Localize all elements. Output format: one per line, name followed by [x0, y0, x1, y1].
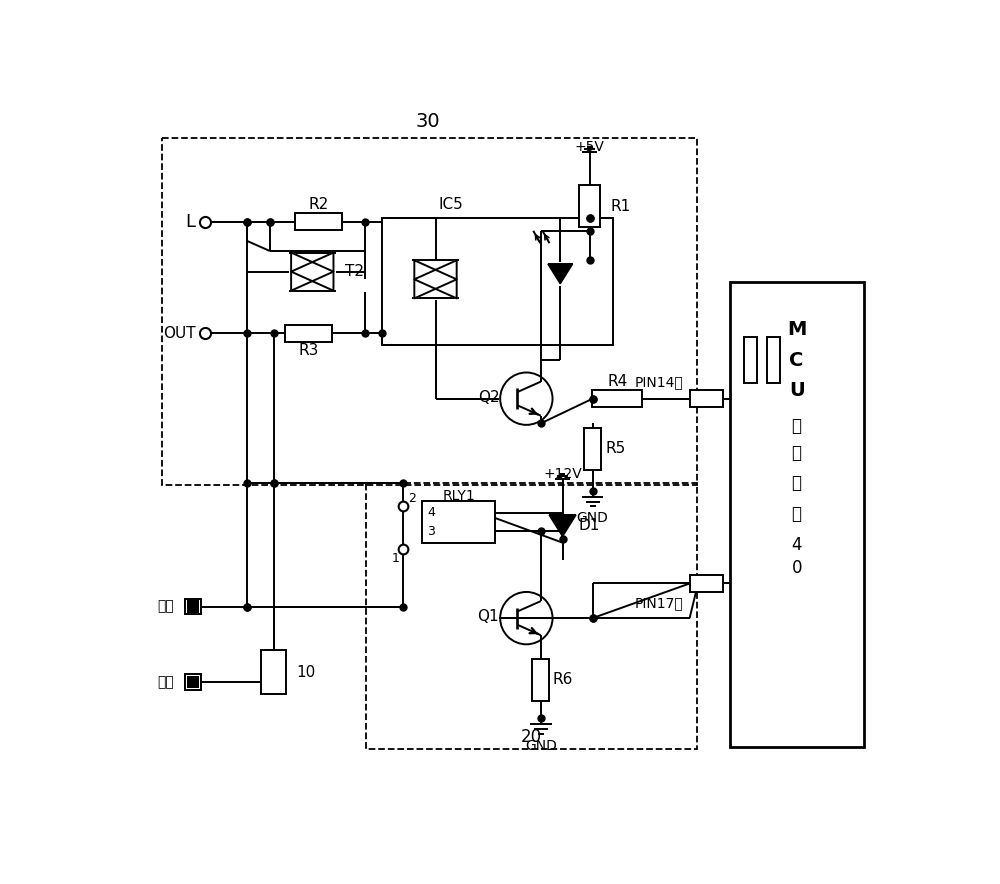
Bar — [690, 575, 723, 592]
Text: GND: GND — [525, 739, 557, 753]
Text: PIN17脚: PIN17脚 — [634, 596, 683, 610]
Bar — [767, 337, 780, 384]
Bar — [285, 324, 332, 342]
Text: Q2: Q2 — [479, 390, 500, 405]
Text: T2: T2 — [345, 264, 364, 279]
Bar — [366, 484, 697, 749]
Text: 芯: 芯 — [792, 475, 802, 492]
Text: 10: 10 — [297, 665, 316, 680]
Text: 20: 20 — [521, 728, 542, 746]
Text: R6: R6 — [552, 672, 573, 687]
Bar — [744, 337, 757, 384]
Text: U: U — [789, 382, 805, 400]
Text: Q1: Q1 — [477, 609, 499, 624]
Bar — [584, 428, 601, 470]
Text: 0: 0 — [791, 559, 802, 577]
Polygon shape — [414, 260, 457, 299]
Polygon shape — [291, 253, 333, 291]
Polygon shape — [548, 264, 573, 284]
Polygon shape — [549, 515, 576, 537]
Bar — [532, 659, 549, 701]
Text: 30: 30 — [415, 112, 440, 131]
Bar — [185, 674, 201, 690]
Text: 2: 2 — [408, 492, 416, 506]
Text: RLY1: RLY1 — [442, 490, 475, 504]
Polygon shape — [291, 253, 333, 291]
Text: 4: 4 — [427, 507, 435, 519]
Bar — [690, 390, 723, 408]
Text: 4: 4 — [791, 536, 802, 554]
Bar — [162, 139, 697, 485]
Text: R1: R1 — [610, 199, 630, 214]
Text: 零线: 零线 — [158, 675, 174, 689]
Text: C: C — [789, 351, 804, 370]
Bar — [187, 600, 199, 613]
Text: 制: 制 — [792, 444, 802, 461]
Polygon shape — [414, 260, 457, 299]
Bar — [730, 282, 864, 748]
Bar — [382, 217, 613, 345]
Text: 1: 1 — [392, 552, 399, 565]
Bar — [592, 390, 642, 408]
Text: R2: R2 — [308, 197, 329, 212]
Text: 片: 片 — [792, 505, 802, 523]
Text: L: L — [186, 212, 196, 231]
Bar — [422, 500, 495, 543]
Text: M: M — [787, 320, 806, 339]
Text: 3: 3 — [427, 524, 435, 537]
Text: IC5: IC5 — [439, 197, 463, 212]
Text: GND: GND — [577, 511, 609, 525]
Bar — [579, 185, 600, 227]
Text: R3: R3 — [298, 344, 319, 358]
Bar — [187, 676, 199, 689]
Text: D1: D1 — [579, 518, 600, 533]
Text: R4: R4 — [607, 374, 627, 389]
Bar — [185, 598, 201, 614]
Text: R5: R5 — [606, 441, 626, 456]
Bar — [295, 213, 342, 230]
Text: 控: 控 — [792, 416, 802, 435]
Bar — [261, 650, 286, 694]
Text: 火线: 火线 — [158, 599, 174, 613]
Text: PIN14脚: PIN14脚 — [634, 375, 683, 389]
Text: +12V: +12V — [543, 467, 582, 481]
Text: OUT: OUT — [164, 325, 196, 340]
Text: +5V: +5V — [575, 140, 604, 154]
